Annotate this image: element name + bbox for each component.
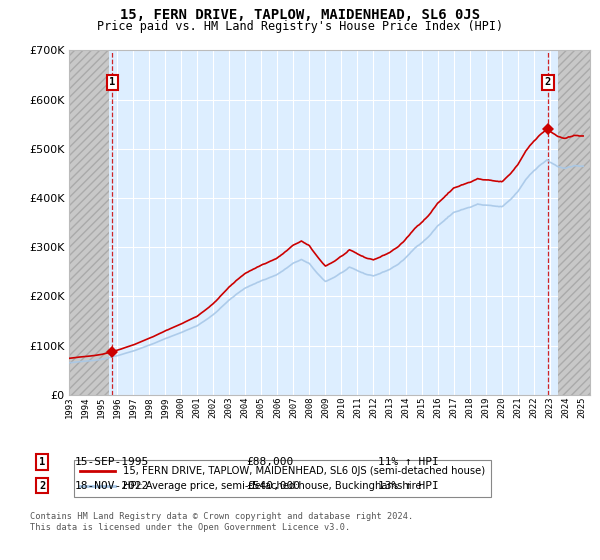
Legend: 15, FERN DRIVE, TAPLOW, MAIDENHEAD, SL6 0JS (semi-detached house), HPI: Average : 15, FERN DRIVE, TAPLOW, MAIDENHEAD, SL6 …	[74, 460, 491, 497]
Text: £540,000: £540,000	[246, 480, 300, 491]
Text: 2: 2	[39, 480, 45, 491]
Text: Contains HM Land Registry data © Crown copyright and database right 2024.
This d: Contains HM Land Registry data © Crown c…	[30, 512, 413, 532]
Text: 1: 1	[39, 457, 45, 467]
Text: 18-NOV-2022: 18-NOV-2022	[75, 480, 149, 491]
Bar	[69, 50, 109, 395]
Text: Price paid vs. HM Land Registry's House Price Index (HPI): Price paid vs. HM Land Registry's House …	[97, 20, 503, 33]
Bar	[558, 50, 590, 395]
Text: 13% ↑ HPI: 13% ↑ HPI	[378, 480, 439, 491]
Text: 2: 2	[545, 77, 551, 87]
Text: 15, FERN DRIVE, TAPLOW, MAIDENHEAD, SL6 0JS: 15, FERN DRIVE, TAPLOW, MAIDENHEAD, SL6 …	[120, 8, 480, 22]
Text: £88,000: £88,000	[246, 457, 293, 467]
Text: 15-SEP-1995: 15-SEP-1995	[75, 457, 149, 467]
Text: 1: 1	[109, 77, 116, 87]
Text: 11% ↑ HPI: 11% ↑ HPI	[378, 457, 439, 467]
